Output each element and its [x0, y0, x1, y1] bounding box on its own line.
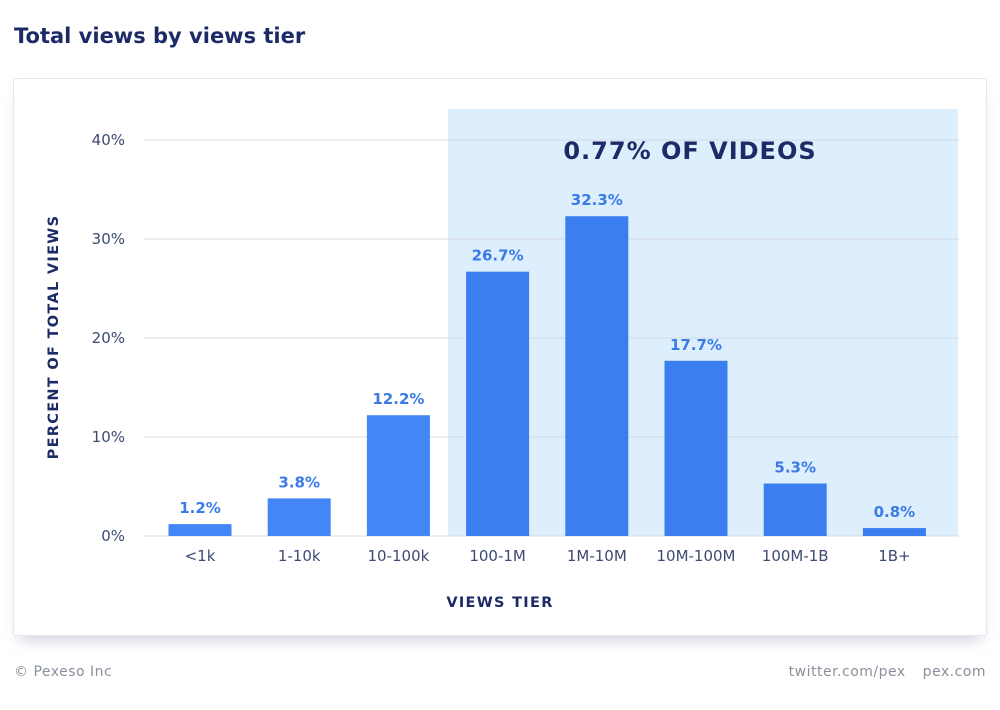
x-axis-title: VIEWS TIER — [446, 595, 553, 611]
bar — [366, 415, 430, 536]
x-tick-label: <1k — [185, 547, 216, 565]
labels-layer: 0% 10% 20% 30% 40% 1.2% <1k 3.8% 1-10k 12.2% 10-10… — [92, 131, 916, 565]
x-tick-label: 1-10k — [278, 547, 321, 565]
data-label: 1.2% — [179, 499, 221, 517]
data-label: 32.3% — [571, 191, 623, 209]
x-tick-label: 100M-1B — [762, 547, 829, 565]
highlight-label: 0.77% OF VIDEOS — [563, 137, 816, 165]
data-label: 3.8% — [278, 473, 320, 491]
page-title: Total views by views tier — [14, 24, 306, 48]
twitter-link[interactable]: twitter.com/pex — [788, 664, 906, 680]
bar — [466, 271, 530, 536]
y-axis-title: PERCENT OF TOTAL VIEWS — [46, 215, 62, 460]
footer-links: twitter.com/pex pex.com — [789, 664, 986, 680]
y-tick-label: 30% — [92, 230, 125, 248]
data-label: 26.7% — [472, 247, 524, 265]
y-tick-label: 40% — [92, 131, 125, 149]
bar-chart: 0% 10% 20% 30% 40% 1.2% <1k 3.8% 1-10k 12.2% 10-10… — [46, 109, 959, 611]
chart-card: 0% 10% 20% 30% 40% 1.2% <1k 3.8% 1-10k 12.2% 10-10… — [13, 78, 987, 636]
y-tick-label: 20% — [92, 329, 125, 347]
data-label: 0.8% — [874, 503, 916, 521]
bar — [664, 360, 728, 536]
bar — [565, 216, 629, 537]
bar — [168, 524, 232, 536]
x-tick-label: 1B+ — [878, 547, 910, 565]
footer-copyright: © Pexeso Inc — [14, 664, 113, 680]
data-label: 5.3% — [774, 459, 816, 477]
bar — [763, 483, 827, 536]
y-tick-label: 0% — [101, 527, 125, 545]
x-tick-label: 10M-100M — [656, 547, 735, 565]
data-label: 12.2% — [372, 390, 424, 408]
site-link[interactable]: pex.com — [922, 664, 986, 680]
x-tick-label: 10-100k — [367, 547, 429, 565]
x-tick-label: 1M-10M — [567, 547, 627, 565]
data-label: 17.7% — [670, 336, 722, 354]
bar — [267, 498, 331, 536]
bars-layer — [168, 216, 926, 537]
x-tick-label: 100-1M — [469, 547, 526, 565]
y-tick-label: 10% — [92, 428, 125, 446]
bar — [862, 528, 926, 536]
